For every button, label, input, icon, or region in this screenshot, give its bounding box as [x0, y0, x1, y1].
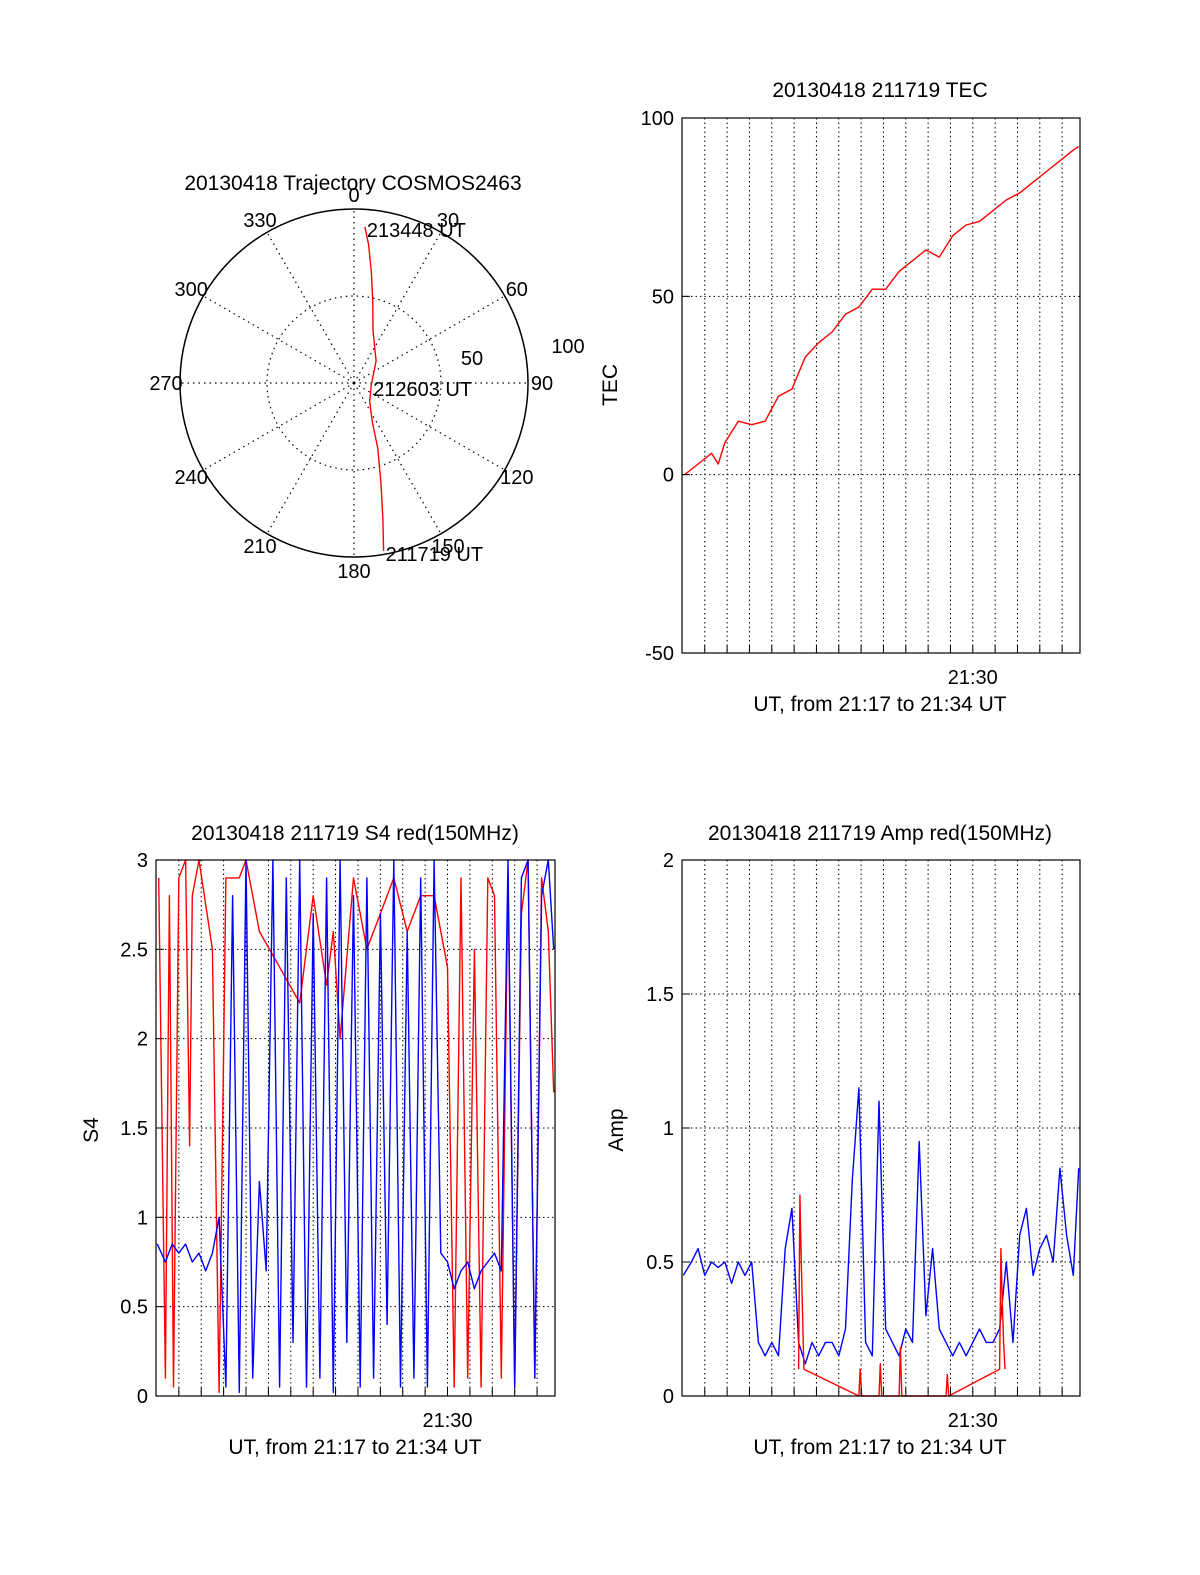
amp-title: 20130418 211719 Amp red(150MHz) [708, 822, 1052, 845]
polar-spoke [266, 382, 355, 534]
tec-xlabel: UT, from 21:17 to 21:34 UT [753, 693, 1006, 716]
amp-ticks: 0 0.5 1 1.5 2 21:30 [646, 850, 1063, 1432]
amp-frame [681, 859, 1081, 1397]
s4-panel: 20130418 211719 S4 red(150MHz) 0 0.5 1 1.5 2… [80, 822, 556, 1459]
s4-series [156, 859, 555, 1394]
polar-labels: 0 30 60 90 120 150 180 210 240 270 300 330 50 100 2117… [149, 185, 584, 583]
azimuth-label: 270 [149, 373, 182, 395]
polar-spoke [203, 295, 355, 384]
tec-grid [682, 118, 1080, 653]
y-tick-label: 0 [663, 465, 674, 487]
trajectory-title: 20130418 Trajectory COSMOS2463 [184, 172, 521, 195]
azimuth-label: 90 [531, 373, 553, 395]
y-tick-label: 3 [137, 850, 148, 872]
y-tick-label: 0 [663, 1386, 674, 1408]
amp-grid [682, 860, 1080, 1396]
y-tick-label: 1 [137, 1207, 148, 1229]
azimuth-label: 60 [506, 279, 528, 301]
trajectory-line [364, 226, 385, 551]
trajectory-annotation: 213448 UT [367, 220, 466, 242]
amp-series [682, 1087, 1080, 1397]
azimuth-label: 30 [437, 210, 459, 232]
polar-spoke [203, 382, 355, 471]
polar-spoke [353, 382, 442, 534]
series-line [158, 859, 555, 1394]
y-tick-label: 2 [137, 1029, 148, 1051]
series-line [156, 859, 555, 1394]
trajectory-annotation: 212603 UT [373, 379, 472, 401]
azimuth-label: 210 [243, 536, 276, 558]
y-tick-label: 100 [641, 108, 674, 130]
polar-grid [179, 208, 529, 558]
polar-spoke [266, 232, 355, 384]
series-line [682, 1087, 1080, 1365]
amp-ylabel: Amp [605, 1108, 628, 1151]
y-tick-label: 50 [652, 286, 674, 308]
y-tick-label: 2 [663, 850, 674, 872]
y-tick-label: 1 [663, 1118, 674, 1140]
azimuth-label: 120 [500, 467, 533, 489]
azimuth-label: 150 [431, 536, 464, 558]
trajectory-panel: 20130418 Trajectory COSMOS2463 0 30 60 90 12… [149, 172, 584, 583]
azimuth-label: 330 [243, 210, 276, 232]
tec-ticks: -50 0 50 100 21:30 [641, 108, 1063, 689]
azimuth-label: 180 [337, 561, 370, 583]
s4-xlabel: UT, from 21:17 to 21:34 UT [228, 1436, 481, 1459]
series-line [797, 1194, 1006, 1397]
y-tick-label: -50 [645, 643, 674, 665]
trajectory-annotation: 211719 UT [386, 544, 483, 566]
radial-label: 100 [551, 336, 584, 358]
x-tick-label: 21:30 [948, 1410, 998, 1432]
tec-series [684, 145, 1080, 476]
x-tick-label: 21:30 [948, 667, 998, 689]
polar-spoke [353, 382, 505, 471]
polar-spoke [353, 295, 505, 384]
polar-spoke [353, 232, 442, 384]
s4-title: 20130418 211719 S4 red(150MHz) [191, 822, 519, 845]
y-tick-label: 0.5 [646, 1252, 674, 1274]
y-tick-label: 1.5 [646, 984, 674, 1006]
radial-label: 50 [461, 348, 483, 370]
s4-frame [155, 859, 556, 1397]
amp-panel: 20130418 211719 Amp red(150MHz) 0 0.5 1 1.5… [605, 822, 1081, 1459]
y-tick-label: 2.5 [120, 939, 148, 961]
s4-ticks: 0 0.5 1 1.5 2 2.5 3 21:30 [120, 850, 538, 1432]
azimuth-label: 300 [174, 279, 207, 301]
y-tick-label: 0 [137, 1386, 148, 1408]
azimuth-label: 0 [348, 185, 359, 207]
tec-ylabel: TEC [599, 364, 622, 406]
s4-ylabel: S4 [80, 1117, 103, 1143]
tec-frame [681, 117, 1081, 654]
series-line [684, 145, 1080, 476]
trajectory-series [364, 226, 385, 551]
y-tick-label: 1.5 [120, 1118, 148, 1140]
x-tick-label: 21:30 [422, 1410, 472, 1432]
polar-ring-50 [266, 295, 442, 471]
tec-panel: 20130418 211719 TEC -50 0 50 100 21:30 UT, f… [599, 79, 1081, 716]
y-tick-label: 0.5 [120, 1297, 148, 1319]
amp-xlabel: UT, from 21:17 to 21:34 UT [753, 1436, 1006, 1459]
tec-title: 20130418 211719 TEC [772, 79, 987, 102]
azimuth-label: 240 [174, 467, 207, 489]
polar-outer-circle [179, 208, 529, 558]
